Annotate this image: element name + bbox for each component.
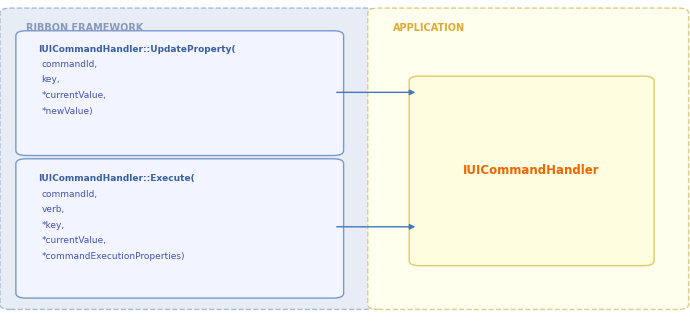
Text: *key,: *key, xyxy=(41,221,65,230)
Text: verb,: verb, xyxy=(41,205,65,214)
FancyBboxPatch shape xyxy=(0,8,376,309)
Text: IUICommandHandler::Execute(: IUICommandHandler::Execute( xyxy=(38,174,195,183)
FancyBboxPatch shape xyxy=(409,76,654,266)
Text: *currentValue,: *currentValue, xyxy=(41,91,106,100)
Text: commandId,: commandId, xyxy=(41,60,97,69)
Text: IUICommandHandler::UpdateProperty(: IUICommandHandler::UpdateProperty( xyxy=(38,45,235,54)
Text: IUICommandHandler: IUICommandHandler xyxy=(463,164,600,177)
FancyBboxPatch shape xyxy=(368,8,689,309)
Text: key,: key, xyxy=(41,75,60,85)
Text: *newValue): *newValue) xyxy=(41,107,93,116)
Text: *currentValue,: *currentValue, xyxy=(41,236,106,245)
FancyBboxPatch shape xyxy=(16,159,344,298)
Text: *commandExecutionProperties): *commandExecutionProperties) xyxy=(41,252,185,261)
Text: commandId,: commandId, xyxy=(41,190,97,199)
Text: APPLICATION: APPLICATION xyxy=(393,23,466,32)
Text: RIBBON FRAMEWORK: RIBBON FRAMEWORK xyxy=(26,23,144,32)
FancyBboxPatch shape xyxy=(16,31,344,156)
